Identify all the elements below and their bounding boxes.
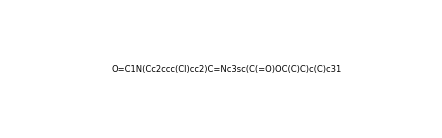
Text: O=C1N(Cc2ccc(Cl)cc2)C=Nc3sc(C(=O)OC(C)C)c(C)c31: O=C1N(Cc2ccc(Cl)cc2)C=Nc3sc(C(=O)OC(C)C)…	[111, 65, 342, 74]
